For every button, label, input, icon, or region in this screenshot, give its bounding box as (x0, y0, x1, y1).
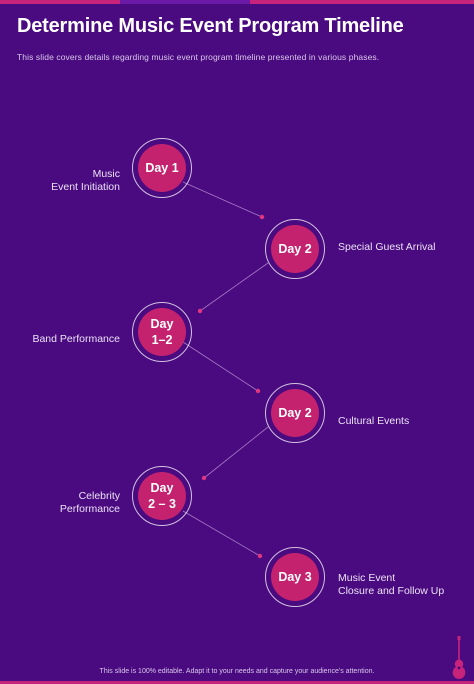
connector-line (182, 181, 263, 218)
day-badge: Day 1 (138, 144, 186, 192)
phase-label: Music Event Closure and Follow Up (338, 572, 445, 597)
day-badge: Day 2 (271, 389, 319, 437)
connector-dot (255, 388, 261, 394)
day-badge: Day 1–2 (138, 308, 186, 356)
timeline-node: Day 2 (265, 219, 325, 279)
timeline-node: Day 2 – 3 (132, 466, 192, 526)
phase-label: Band Performance (32, 333, 120, 345)
top-accent-bar (0, 0, 474, 4)
day-badge: Day 2 – 3 (138, 472, 186, 520)
day-badge: Day 3 (271, 553, 319, 601)
connector-dot (201, 475, 207, 481)
timeline-node: Day 1–2 (132, 302, 192, 362)
connector-line (182, 341, 259, 392)
connector-line (203, 426, 269, 479)
connector-line (182, 510, 261, 557)
phase-label: Music Event Initiation (51, 168, 120, 193)
slide-title: Determine Music Event Program Timeline (17, 15, 404, 37)
timeline-node: Day 2 (265, 383, 325, 443)
phase-label: Special Guest Arrival (338, 241, 436, 253)
slide-subtitle: This slide covers details regarding musi… (17, 52, 380, 62)
connector-dot (197, 308, 203, 314)
timeline-node: Day 3 (265, 547, 325, 607)
connector-dot (259, 214, 265, 220)
bottom-accent-bar (0, 681, 474, 684)
connector-line (199, 262, 269, 312)
timeline-node: Day 1 (132, 138, 192, 198)
connector-dot (257, 553, 263, 559)
day-badge: Day 2 (271, 225, 319, 273)
phase-label: Cultural Events (338, 415, 410, 427)
top-accent-segment (0, 0, 120, 4)
footer-note: This slide is 100% editable. Adapt it to… (99, 668, 375, 675)
guitar-icon (452, 636, 466, 679)
phase-label: Celebrity Performance (59, 490, 120, 515)
top-accent-segment (250, 0, 474, 4)
